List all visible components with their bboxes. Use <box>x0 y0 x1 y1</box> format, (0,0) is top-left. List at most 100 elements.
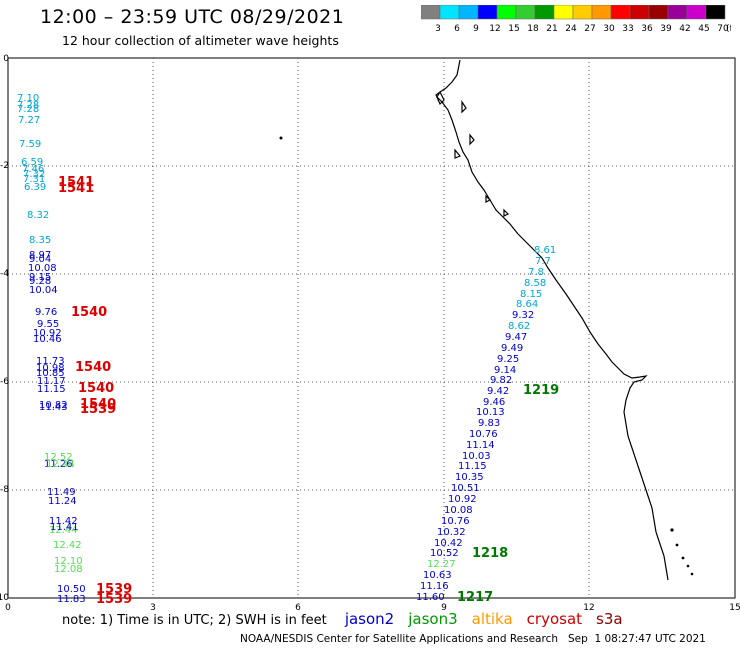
wave-height-label: 11.49 <box>47 487 76 498</box>
wave-height-label: 10.32 <box>437 527 466 538</box>
y-tick-label: -8 <box>0 485 9 495</box>
wave-height-label: 11.60 <box>416 592 445 603</box>
wave-height-label: 10.50 <box>57 584 86 595</box>
wave-height-label: 10.82 <box>39 400 68 411</box>
color-scale-label: 36 <box>641 24 653 34</box>
wave-height-label: 7.31 <box>23 174 45 185</box>
wave-height-label: 9.49 <box>501 343 523 354</box>
color-scale-label: 45 <box>698 24 709 34</box>
wave-height-label: 11.41 <box>50 522 79 533</box>
wave-height-label: 11.16 <box>420 581 449 592</box>
y-tick-label: -6 <box>0 377 9 387</box>
wave-height-label: 10.76 <box>441 516 470 527</box>
pass-time-label: 1540 <box>80 397 116 412</box>
wave-height-label: 10.08 <box>28 263 57 274</box>
pass-time-label: 1539 <box>96 582 132 597</box>
wave-height-label: 10.42 <box>434 538 463 549</box>
credit-line: NOAA/NESDIS Center for Satellite Applica… <box>240 633 706 645</box>
wave-height-label: 9.82 <box>490 375 512 386</box>
wave-height-label: 10.63 <box>423 570 452 581</box>
color-scale-label: 30 <box>603 24 615 34</box>
y-axis-ticks: 0 -2 -4 -6 -8 -10 <box>0 54 9 603</box>
wave-height-label: 10.46 <box>33 334 62 345</box>
wave-height-labels: 7.107.287.287.277.596.597.467.327.316.39… <box>17 93 556 605</box>
grid-lines <box>8 58 735 598</box>
color-scale-label: 3 <box>435 24 441 34</box>
wave-height-label: 11.83 <box>57 594 86 605</box>
pass-time-label: 1539 <box>80 402 116 417</box>
map-subtitle: 12 hour collection of altimeter wave hei… <box>62 33 339 48</box>
wave-height-label: 12.10 <box>54 556 83 567</box>
color-scale-label: 24 <box>565 24 577 34</box>
color-scale-label: 21 <box>546 24 557 34</box>
wave-height-label: 9.55 <box>37 319 59 330</box>
wave-height-label: 10.04 <box>29 285 58 296</box>
color-scale-label: 18 <box>527 24 539 34</box>
pass-time-label: 1217 <box>457 590 493 605</box>
pass-time-labels: 1541154115401540154015401539153915391219… <box>58 175 559 607</box>
x-tick-label: 0 <box>5 603 11 613</box>
pass-time-label: 1219 <box>523 383 559 398</box>
wave-height-label: 8.97 <box>29 250 51 261</box>
wave-height-label: 9.42 <box>487 386 509 397</box>
wave-height-label: 7.32 <box>23 169 45 180</box>
plot-frame <box>7 57 736 599</box>
color-swatch <box>705 5 726 20</box>
color-scale-label: 33 <box>622 24 633 34</box>
wave-height-label: 10.08 <box>444 505 473 516</box>
wave-height-label: 11.15 <box>37 384 66 395</box>
color-scale-unit: (ft) <box>726 24 731 34</box>
wave-height-label: 10.98 <box>36 363 65 374</box>
mission-legend: jason2 jason3 altika cryosat s3a <box>337 610 629 628</box>
wave-height-label: 10.13 <box>476 407 505 418</box>
pass-time-label: 1218 <box>472 546 508 561</box>
wave-height-label: 12.52 <box>44 452 73 463</box>
color-scale-label: 27 <box>584 24 595 34</box>
mission-s3a: s3a <box>596 610 623 628</box>
y-tick-label: 0 <box>3 54 9 64</box>
pass-time-label: 1540 <box>78 381 114 396</box>
wave-height-label: 8.61 <box>534 245 556 256</box>
wave-height-label: 10.35 <box>455 472 484 483</box>
wave-height-label: 9.76 <box>35 307 57 318</box>
wave-height-label: 8.32 <box>27 210 49 221</box>
color-scale-label: 9 <box>473 24 479 34</box>
wave-height-label: 7.59 <box>19 139 41 150</box>
wave-height-label: 9.14 <box>494 365 516 376</box>
color-scale-label: 70 <box>717 24 729 34</box>
x-axis-ticks: 0 3 6 9 12 15 <box>5 603 740 613</box>
wave-height-label: 7.7 <box>535 256 551 267</box>
wave-height-label: 8.35 <box>29 235 51 246</box>
mission-jason3: jason3 <box>408 610 458 628</box>
wave-height-label: 6.59 <box>21 157 43 168</box>
wave-height-label: 7.10 <box>17 93 39 104</box>
wave-height-label: 10.85 <box>36 368 65 379</box>
wave-height-label: 11.14 <box>466 440 495 451</box>
pass-time-label: 1541 <box>58 175 94 190</box>
wave-height-label: 7.46 <box>22 164 44 175</box>
x-tick-label: 3 <box>150 603 156 613</box>
wave-height-label: 8.62 <box>508 321 530 332</box>
wave-height-label: 12.27 <box>427 559 456 570</box>
wave-height-label: 11.42 <box>49 516 78 527</box>
pass-time-label: 1540 <box>71 305 107 320</box>
mission-cryosat: cryosat <box>526 610 583 628</box>
wave-height-label: 11.26 <box>44 459 73 470</box>
x-tick-label: 6 <box>295 603 301 613</box>
wave-height-label: 8.15 <box>520 289 542 300</box>
wave-height-label: 11.43 <box>39 402 68 413</box>
color-scale-label: 6 <box>454 24 460 34</box>
wave-height-label: 11.24 <box>48 496 77 507</box>
legend-note: note: 1) Time is in UTC; 2) SWH is in fe… <box>62 610 635 628</box>
color-scale-label: 15 <box>508 24 519 34</box>
wave-height-label: 10.92 <box>448 494 477 505</box>
wave-height-label: 11.73 <box>36 356 65 367</box>
wave-height-label: 9.15 <box>29 272 51 283</box>
color-scale-label: 39 <box>660 24 672 34</box>
coastline <box>435 59 669 581</box>
wave-height-label: 8.58 <box>524 278 546 289</box>
wave-height-label: 9.47 <box>505 332 527 343</box>
wave-height-label: 9.25 <box>497 354 519 365</box>
